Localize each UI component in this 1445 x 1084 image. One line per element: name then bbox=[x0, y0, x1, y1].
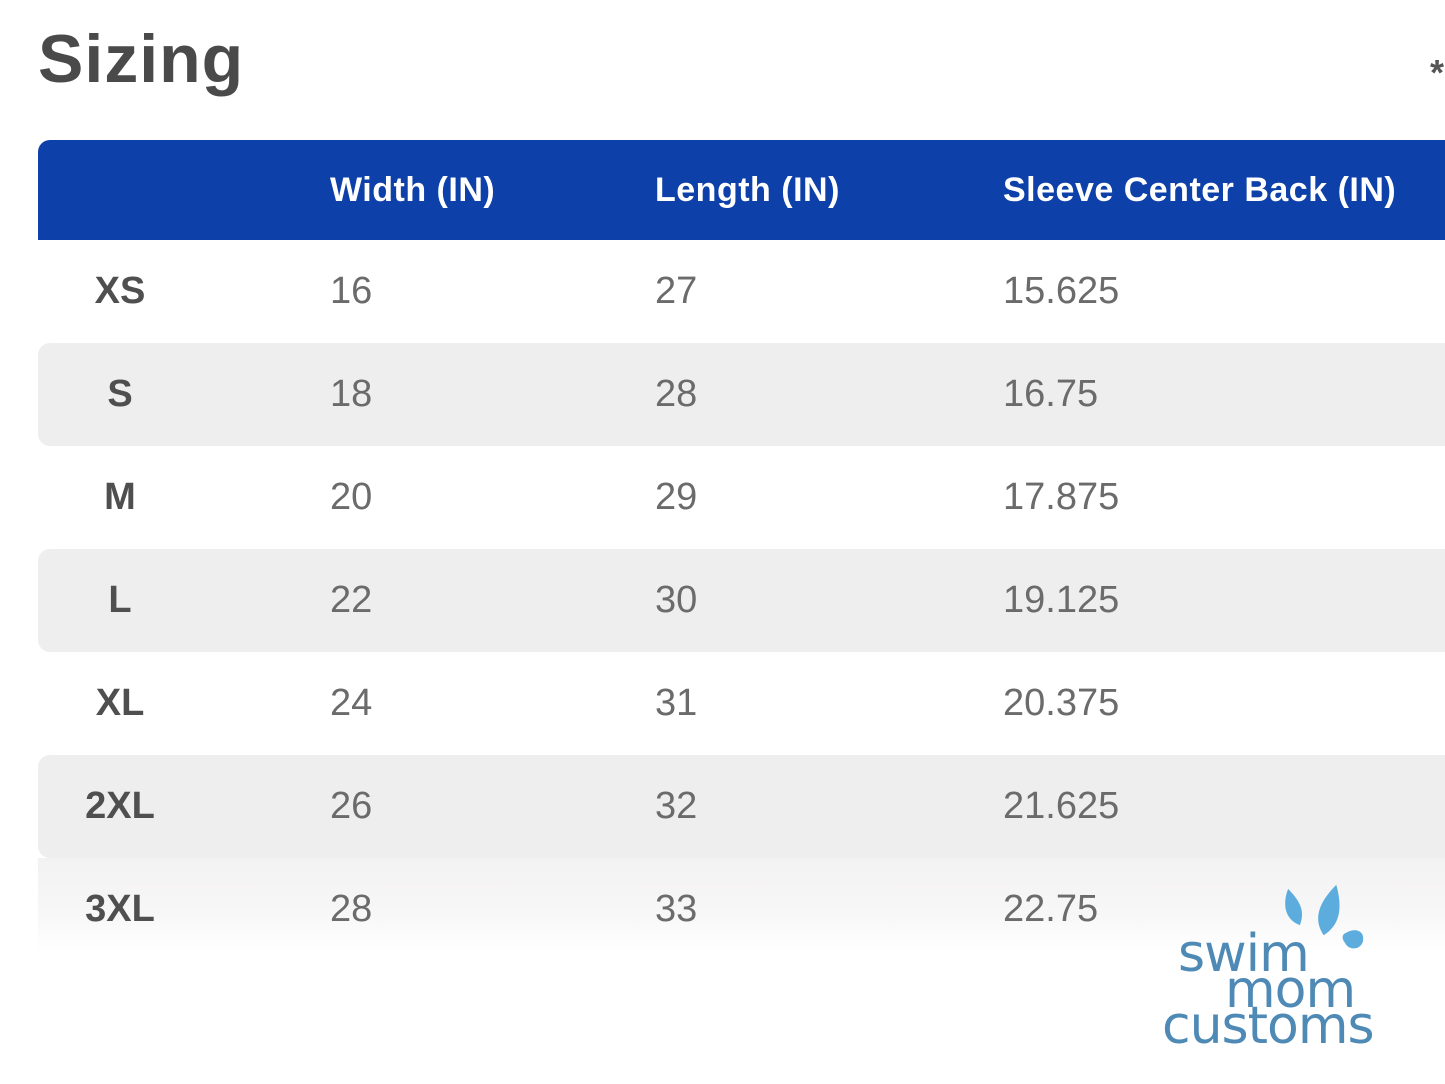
table-row-3xl: 3XL 28 33 22.75 bbox=[38, 858, 1445, 961]
length-value: 29 bbox=[655, 476, 698, 518]
sleeve-value: 17.875 bbox=[1003, 476, 1120, 518]
sleeve-value: 19.125 bbox=[1003, 579, 1120, 621]
page-title: Sizing bbox=[38, 21, 245, 97]
size-label: 2XL bbox=[85, 785, 155, 827]
length-value: 30 bbox=[655, 579, 698, 621]
sleeve-value: 15.625 bbox=[1003, 270, 1120, 312]
width-value: 28 bbox=[330, 888, 373, 930]
sleeve-value: 21.625 bbox=[1003, 785, 1120, 827]
width-value: 20 bbox=[330, 476, 373, 518]
size-label: S bbox=[107, 373, 133, 415]
footnote-asterisk: * bbox=[1430, 52, 1445, 93]
table-header-row: Width (IN) Length (IN) Sleeve Center Bac… bbox=[38, 140, 1445, 240]
table-row-l: L 22 30 19.125 bbox=[38, 549, 1445, 652]
sleeve-value: 22.75 bbox=[1003, 888, 1099, 930]
width-value: 24 bbox=[330, 682, 373, 724]
length-value: 33 bbox=[655, 888, 698, 930]
sizing-table: Width (IN) Length (IN) Sleeve Center Bac… bbox=[38, 140, 1445, 961]
length-value: 28 bbox=[655, 373, 698, 415]
table-row-2xl: 2XL 26 32 21.625 bbox=[38, 755, 1445, 858]
column-header-length: Length (IN) bbox=[655, 170, 840, 209]
length-value: 32 bbox=[655, 785, 698, 827]
length-value: 31 bbox=[655, 682, 698, 724]
width-value: 16 bbox=[330, 270, 373, 312]
size-label: L bbox=[108, 579, 132, 621]
size-label: XL bbox=[95, 682, 145, 724]
size-label: XS bbox=[94, 270, 146, 312]
logo-text-mom: mom bbox=[1225, 960, 1356, 1020]
size-label: 3XL bbox=[85, 888, 155, 930]
width-value: 22 bbox=[330, 579, 373, 621]
logo-text-customs: customs bbox=[1162, 996, 1375, 1056]
size-label: M bbox=[104, 476, 136, 518]
table-row-s: S 18 28 16.75 bbox=[38, 343, 1445, 446]
width-value: 18 bbox=[330, 373, 373, 415]
table-row-xs: XS 16 27 15.625 bbox=[38, 240, 1445, 343]
column-header-width: Width (IN) bbox=[330, 170, 496, 209]
sleeve-value: 20.375 bbox=[1003, 682, 1120, 724]
sleeve-value: 16.75 bbox=[1003, 373, 1099, 415]
column-header-sleeve: Sleeve Center Back (IN) bbox=[1003, 170, 1397, 209]
table-row-m: M 20 29 17.875 bbox=[38, 446, 1445, 549]
table-row-xl: XL 24 31 20.375 bbox=[38, 652, 1445, 755]
length-value: 27 bbox=[655, 270, 698, 312]
width-value: 26 bbox=[330, 785, 373, 827]
